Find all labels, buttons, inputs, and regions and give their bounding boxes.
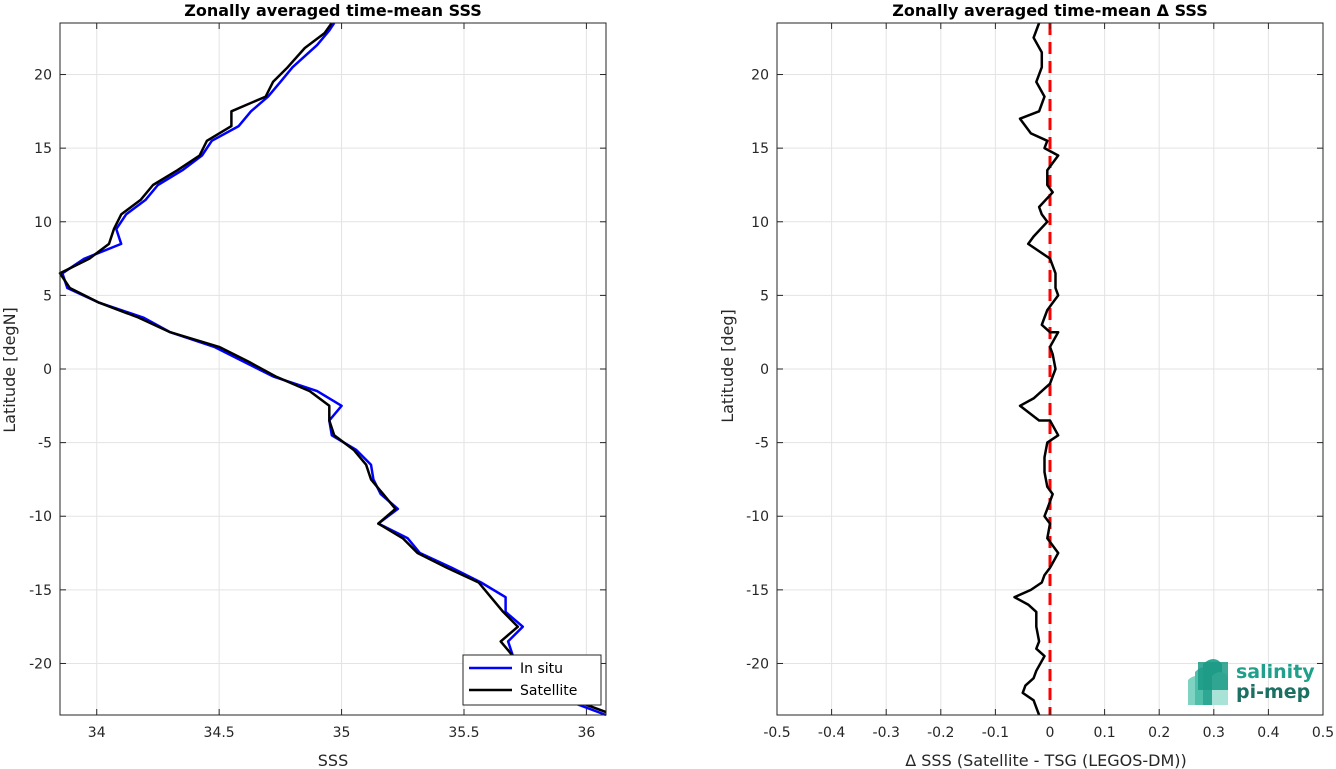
right-x-tick-label: -0.3	[873, 725, 900, 741]
legend-box	[462, 654, 602, 706]
left-series-in-situ-line	[61, 22, 607, 717]
left-x-tick-label: 35	[333, 725, 351, 741]
left-y-axis-label: Latitude [degN]	[0, 307, 19, 433]
right-x-tick-label: 0.4	[1257, 725, 1279, 741]
left-series-satellite-line	[58, 22, 607, 714]
logo-text-line1: salinity	[1236, 661, 1315, 683]
right-x-tick-label: -0.4	[818, 725, 845, 741]
left-x-tick-label: 34	[88, 725, 106, 741]
left-grid	[60, 23, 606, 715]
right-y-tick-label: 0	[760, 362, 769, 378]
right-y-tick-label: 10	[751, 215, 769, 231]
waves-icon	[1188, 659, 1228, 705]
left-y-tick-label: 5	[43, 288, 52, 304]
right-chart-title: Zonally averaged time-mean Δ SSS	[892, 1, 1208, 20]
legend-in-situ-label: In situ	[520, 661, 563, 677]
right-ticks: -0.5 -0.4 -0.3 -0.2 -0.1 0 0.1 0.2 0.3 0.4 0.5 20 15…	[746, 23, 1334, 741]
right-y-tick-label: -10	[746, 509, 769, 525]
left-panel: 34 34.5 35 35.5 36 20 15 10 5 0 -5 -10 -15 -20 Zonall…	[0, 1, 607, 769]
right-x-tick-label: 0.1	[1093, 725, 1115, 741]
right-y-tick-label: 20	[751, 68, 769, 84]
right-x-tick-label: -0.2	[927, 725, 954, 741]
right-y-axis-label: Latitude [deg]	[718, 309, 737, 423]
right-y-tick-label: -20	[746, 656, 769, 672]
right-y-tick-label: -5	[755, 436, 769, 452]
left-ticks: 34 34.5 35 35.5 36 20 15 10 5 0 -5 -10 -15 -20	[29, 23, 606, 741]
logo-text-line2: pi-mep	[1236, 681, 1310, 703]
right-x-tick-label: 0	[1046, 725, 1055, 741]
right-x-axis-label: Δ SSS (Satellite - TSG (LEGOS-DM))	[905, 751, 1187, 769]
left-y-tick-label: 10	[34, 215, 52, 231]
right-series-delta-sss-line	[1013, 22, 1060, 716]
right-x-tick-label: -0.5	[763, 725, 790, 741]
left-x-tick-label: 35.5	[448, 725, 479, 741]
right-x-tick-label: 0.5	[1312, 725, 1334, 741]
salinity-pi-mep-logo: salinity pi-mep	[1188, 659, 1315, 705]
legend: In situ Satellite	[462, 654, 602, 706]
left-y-tick-label: -20	[29, 656, 52, 672]
left-y-tick-label: -10	[29, 509, 52, 525]
right-y-tick-label: 15	[751, 141, 769, 157]
left-x-axis-label: SSS	[318, 751, 348, 769]
legend-satellite-label: Satellite	[520, 683, 577, 699]
right-y-tick-label: -15	[746, 583, 769, 599]
right-y-tick-label: 5	[760, 288, 769, 304]
left-x-tick-label: 34.5	[204, 725, 235, 741]
left-chart-title: Zonally averaged time-mean SSS	[184, 1, 482, 20]
right-x-tick-label: -0.1	[982, 725, 1009, 741]
right-series-group	[1013, 22, 1060, 716]
left-y-tick-label: -5	[38, 436, 52, 452]
right-panel: -0.5 -0.4 -0.3 -0.2 -0.1 0 0.1 0.2 0.3 0.4 0.5 20 15…	[718, 1, 1334, 769]
left-series-group	[58, 22, 607, 717]
right-x-tick-label: 0.2	[1148, 725, 1170, 741]
right-x-tick-label: 0.3	[1203, 725, 1225, 741]
left-y-tick-label: -15	[29, 583, 52, 599]
left-y-tick-label: 20	[34, 68, 52, 84]
left-y-tick-label: 0	[43, 362, 52, 378]
left-x-tick-label: 36	[577, 725, 595, 741]
left-y-tick-label: 15	[34, 141, 52, 157]
